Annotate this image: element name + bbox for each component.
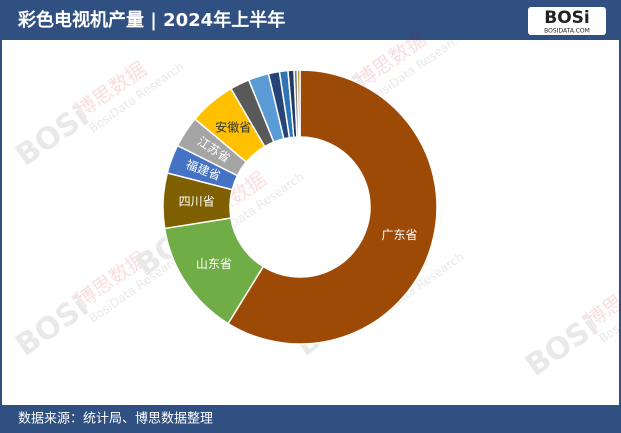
header-bar xyxy=(0,0,621,40)
logo: BOSi xyxy=(544,8,589,28)
title: 彩色电视机产量 | 2024年上半年 xyxy=(17,9,285,31)
source: 数据来源：统计局、博思数据整理 xyxy=(18,412,213,427)
footer-bar xyxy=(0,405,621,433)
slice xyxy=(227,69,438,345)
logo-box xyxy=(528,7,606,35)
slice-label: 安徽省 xyxy=(215,119,251,134)
slice-label: 广东省 xyxy=(382,228,418,242)
slice-label: 四川省 xyxy=(179,195,215,209)
slice xyxy=(296,69,301,138)
logo-sub: BOSIDATA.COM xyxy=(544,28,590,35)
slice-label: 山东省 xyxy=(196,257,232,271)
